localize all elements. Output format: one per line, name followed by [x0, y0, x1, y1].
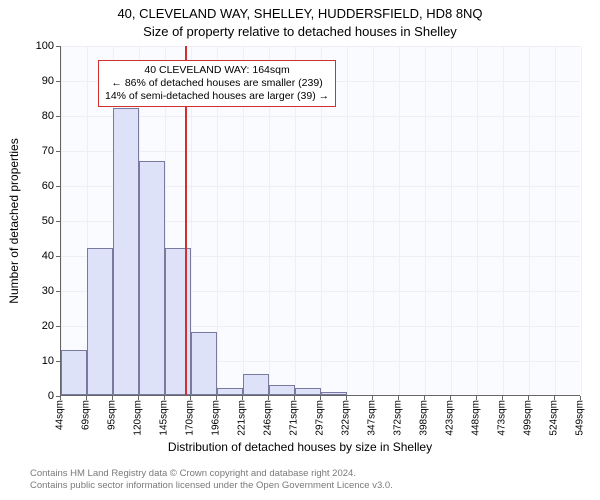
y-tick-label: 80 — [24, 110, 54, 122]
x-tick-label: 145sqm — [159, 400, 170, 436]
x-tick-label: 69sqm — [81, 400, 92, 430]
y-tick-label: 50 — [24, 215, 54, 227]
histogram-plot: 40 CLEVELAND WAY: 164sqm← 86% of detache… — [60, 46, 580, 396]
x-tick-label: 448sqm — [471, 400, 482, 436]
histogram-bar — [191, 332, 217, 395]
y-tick — [56, 116, 60, 117]
y-tick — [56, 186, 60, 187]
x-tick-label: 95sqm — [107, 400, 118, 430]
x-tick-label: 473sqm — [497, 400, 508, 436]
footer-line-2: Contains public sector information licen… — [30, 480, 393, 492]
x-tick-label: 524sqm — [549, 400, 560, 436]
y-tick — [56, 396, 60, 397]
y-tick — [56, 221, 60, 222]
histogram-bar — [139, 161, 165, 396]
gridline-v — [581, 46, 582, 395]
x-tick-label: 549sqm — [575, 400, 586, 436]
annotation-box: 40 CLEVELAND WAY: 164sqm← 86% of detache… — [98, 60, 336, 107]
x-tick-label: 170sqm — [185, 400, 196, 436]
page-title-address: 40, CLEVELAND WAY, SHELLEY, HUDDERSFIELD… — [0, 6, 600, 21]
y-tick-label: 20 — [24, 320, 54, 332]
histogram-bar — [295, 388, 321, 395]
y-tick — [56, 46, 60, 47]
x-tick-label: 372sqm — [393, 400, 404, 436]
x-tick-label: 246sqm — [263, 400, 274, 436]
y-tick — [56, 326, 60, 327]
histogram-bar — [217, 388, 243, 395]
footer-line-1: Contains HM Land Registry data © Crown c… — [30, 468, 393, 480]
x-axis-title: Distribution of detached houses by size … — [0, 440, 600, 454]
y-tick-label: 30 — [24, 285, 54, 297]
x-tick-label: 221sqm — [237, 400, 248, 436]
x-tick-label: 347sqm — [367, 400, 378, 436]
y-tick — [56, 151, 60, 152]
y-tick-label: 100 — [24, 40, 54, 52]
y-tick-label: 60 — [24, 180, 54, 192]
y-tick — [56, 81, 60, 82]
histogram-bar — [87, 248, 113, 395]
x-tick-label: 120sqm — [133, 400, 144, 436]
y-tick — [56, 256, 60, 257]
y-tick — [56, 361, 60, 362]
histogram-bar — [113, 108, 139, 395]
histogram-bar — [61, 350, 87, 396]
x-tick-label: 398sqm — [419, 400, 430, 436]
footer-attribution: Contains HM Land Registry data © Crown c… — [30, 468, 393, 492]
x-tick-label: 44sqm — [55, 400, 66, 430]
x-tick-label: 297sqm — [315, 400, 326, 436]
annotation-line-3: 14% of semi-detached houses are larger (… — [105, 90, 329, 103]
y-axis-title: Number of detached properties — [7, 138, 21, 303]
annotation-line-2: ← 86% of detached houses are smaller (23… — [105, 77, 329, 90]
annotation-line-1: 40 CLEVELAND WAY: 164sqm — [105, 64, 329, 77]
x-tick-label: 499sqm — [523, 400, 534, 436]
page-title-sub: Size of property relative to detached ho… — [0, 24, 600, 39]
x-tick-label: 196sqm — [211, 400, 222, 436]
y-tick-label: 90 — [24, 75, 54, 87]
histogram-bar — [321, 392, 347, 396]
y-tick-label: 0 — [24, 390, 54, 402]
gridline-h — [61, 46, 580, 47]
y-tick-label: 10 — [24, 355, 54, 367]
x-tick-label: 271sqm — [289, 400, 300, 436]
y-tick-label: 40 — [24, 250, 54, 262]
y-tick-label: 70 — [24, 145, 54, 157]
histogram-bar — [165, 248, 191, 395]
histogram-bar — [269, 385, 295, 396]
x-tick-label: 423sqm — [445, 400, 456, 436]
x-tick-label: 322sqm — [341, 400, 352, 436]
y-tick — [56, 291, 60, 292]
histogram-bar — [243, 374, 269, 395]
